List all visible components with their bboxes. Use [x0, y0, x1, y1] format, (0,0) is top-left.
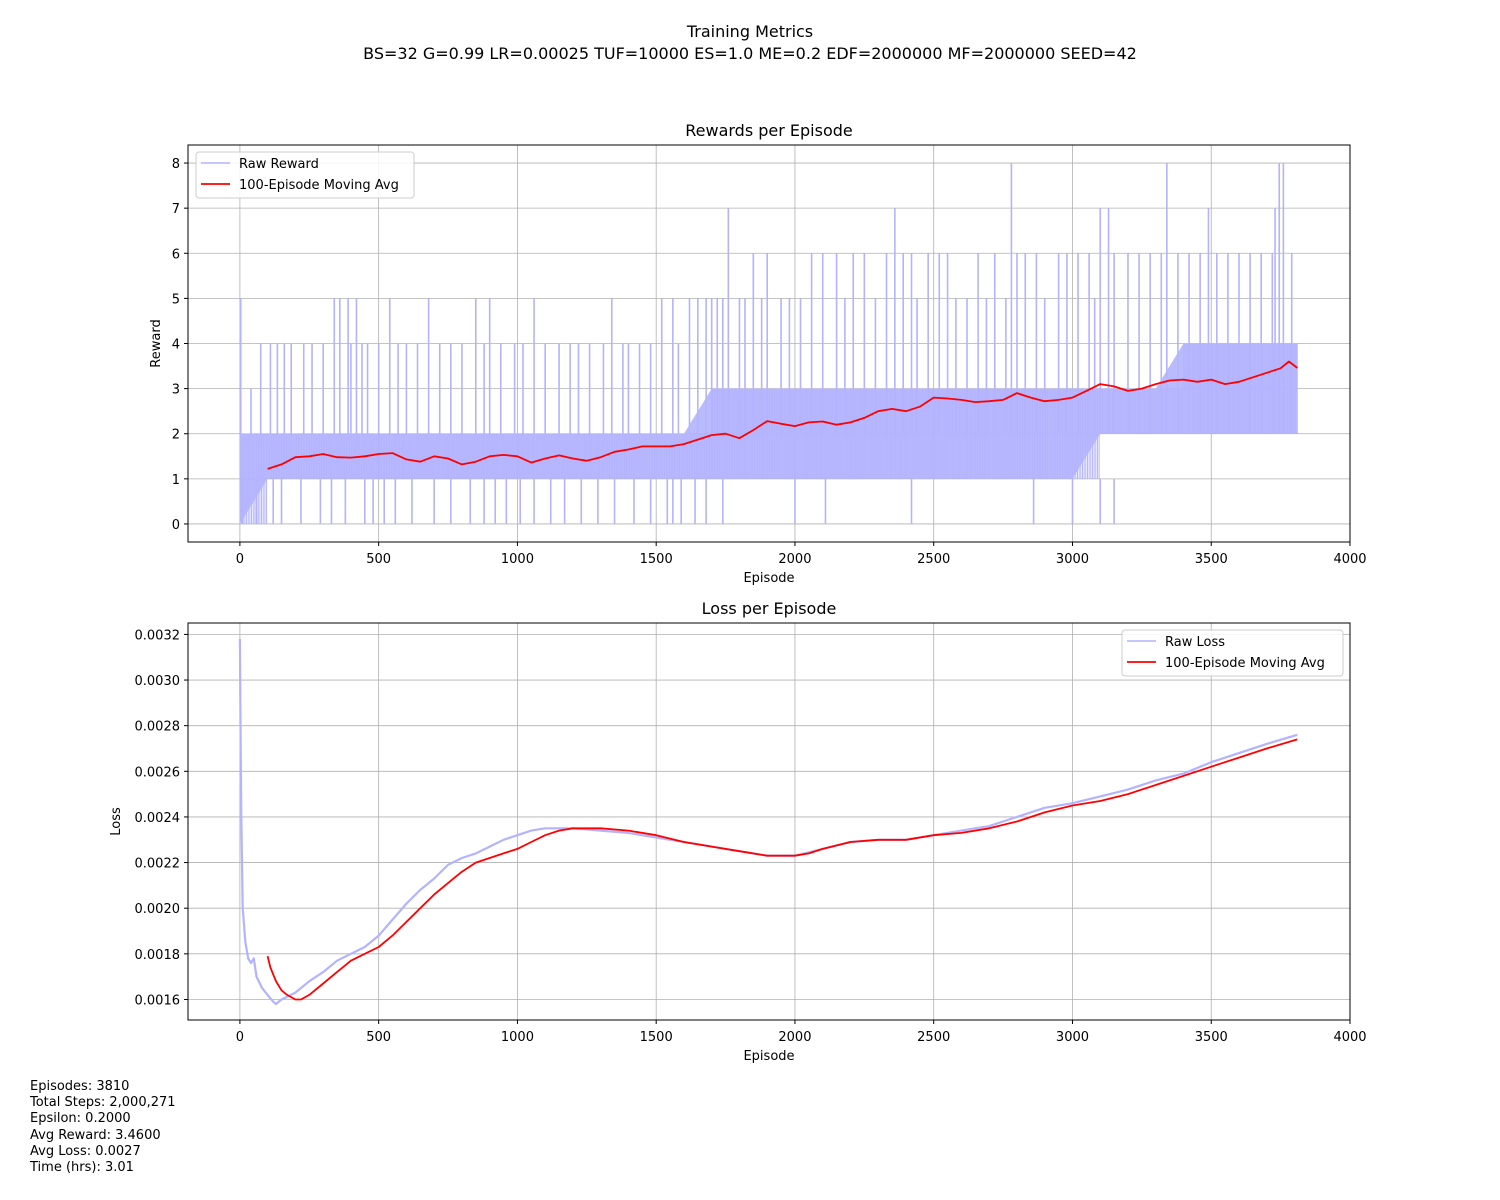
x-tick-label: 1500 — [640, 552, 673, 567]
legend-label: 100-Episode Moving Avg — [1165, 656, 1325, 671]
stat-avg-loss: Avg Loss: 0.0027 — [30, 1143, 141, 1159]
x-axis: 0 500 1000 1500 2000 2500 3000 3500 4000 — [236, 1020, 1367, 1045]
y-tick-label: 0.0020 — [135, 902, 181, 917]
x-axis: 0 500 1000 1500 2000 2500 3000 3500 4000 — [236, 542, 1367, 567]
y-axis-label: Reward — [149, 319, 164, 367]
y-tick-label: 8 — [172, 157, 180, 172]
legend: Raw Loss 100-Episode Moving Avg — [1121, 629, 1344, 677]
y-tick-label: 0 — [172, 518, 180, 533]
x-axis-label: Episode — [743, 571, 794, 586]
stat-time: Time (hrs): 3.01 — [30, 1160, 134, 1176]
legend-label: 100-Episode Moving Avg — [239, 178, 399, 193]
y-tick-label: 0.0028 — [135, 720, 181, 735]
x-tick-label: 4000 — [1333, 1030, 1366, 1045]
y-tick-label: 0.0016 — [135, 993, 181, 1008]
figure-title: Training Metrics — [686, 22, 813, 41]
x-tick-label: 3000 — [1056, 552, 1089, 567]
y-tick-label: 0.0018 — [135, 948, 181, 963]
x-tick-label: 500 — [366, 1030, 391, 1045]
x-tick-label: 2000 — [778, 1030, 811, 1045]
x-tick-label: 3500 — [1195, 1030, 1228, 1045]
x-tick-label: 1000 — [501, 1030, 534, 1045]
legend: Raw Reward 100-Episode Moving Avg — [195, 151, 415, 199]
x-tick-label: 1500 — [640, 1030, 673, 1045]
y-tick-label: 7 — [172, 202, 180, 217]
rewards-chart: 0 500 1000 1500 2000 2500 3000 3500 4000 0 1 2 3 4 5 6 7… — [149, 121, 1367, 586]
x-tick-label: 3500 — [1195, 552, 1228, 567]
figure-subtitle: BS=32 G=0.99 LR=0.00025 TUF=10000 ES=1.0… — [363, 44, 1137, 63]
y-axis: 0.0016 0.0018 0.0020 0.0022 0.0024 0.0026 0.00… — [135, 628, 188, 1008]
chart-title: Loss per Episode — [702, 599, 837, 618]
moving-avg-line — [267, 360, 1298, 470]
legend-box — [195, 151, 415, 199]
stat-episodes: Episodes: 3810 — [30, 1079, 130, 1094]
chart-title: Rewards per Episode — [685, 121, 853, 140]
x-axis-label: Episode — [743, 1049, 794, 1064]
loss-chart: 0 500 1000 1500 2000 2500 3000 3500 40000.00160.… — [109, 599, 1367, 1064]
y-tick-label: 0.0026 — [135, 765, 181, 780]
grid-lines — [188, 623, 1351, 1020]
legend-label: Raw Reward — [239, 157, 319, 172]
x-tick-label: 3000 — [1056, 1030, 1089, 1045]
y-tick-label: 3 — [172, 383, 180, 398]
stats-panel: Episodes: 3810 Total Steps: 2,000,271 Ep… — [30, 1079, 176, 1176]
plot-area — [239, 163, 1298, 524]
y-tick-label: 1 — [172, 473, 180, 488]
y-tick-label: 4 — [172, 338, 180, 353]
y-tick-label: 0.0024 — [135, 811, 181, 826]
stat-avg-reward: Avg Reward: 3.4600 — [30, 1127, 161, 1143]
y-axis-label: Loss — [109, 807, 124, 836]
y-tick-label: 0.0032 — [135, 628, 181, 643]
x-tick-label: 4000 — [1333, 552, 1366, 567]
legend-box — [1121, 629, 1344, 677]
axes-frame — [187, 622, 1351, 1021]
stat-epsilon: Epsilon: 0.2000 — [30, 1111, 131, 1127]
x-tick-label: 2500 — [917, 552, 950, 567]
raw-loss-line — [238, 638, 1298, 1006]
y-axis: 0 1 2 3 4 5 6 7 8 — [172, 157, 188, 533]
x-tick-label: 1000 — [501, 552, 534, 567]
x-tick-label: 0 — [236, 1030, 244, 1045]
stat-total-steps: Total Steps: 2,000,271 — [30, 1095, 176, 1111]
x-tick-label: 500 — [366, 552, 391, 567]
y-tick-label: 2 — [172, 428, 180, 443]
y-tick-label: 6 — [172, 247, 180, 262]
moving-avg-line — [266, 738, 1298, 1001]
x-tick-label: 2000 — [778, 552, 811, 567]
y-tick-label: 5 — [172, 292, 180, 307]
plot-area — [238, 638, 1298, 1006]
legend-label: Raw Loss — [1165, 635, 1225, 650]
y-tick-label: 0.0022 — [135, 857, 181, 872]
y-tick-label: 0.0030 — [135, 674, 181, 689]
x-tick-label: 2500 — [917, 1030, 950, 1045]
x-tick-label: 0 — [236, 552, 244, 567]
